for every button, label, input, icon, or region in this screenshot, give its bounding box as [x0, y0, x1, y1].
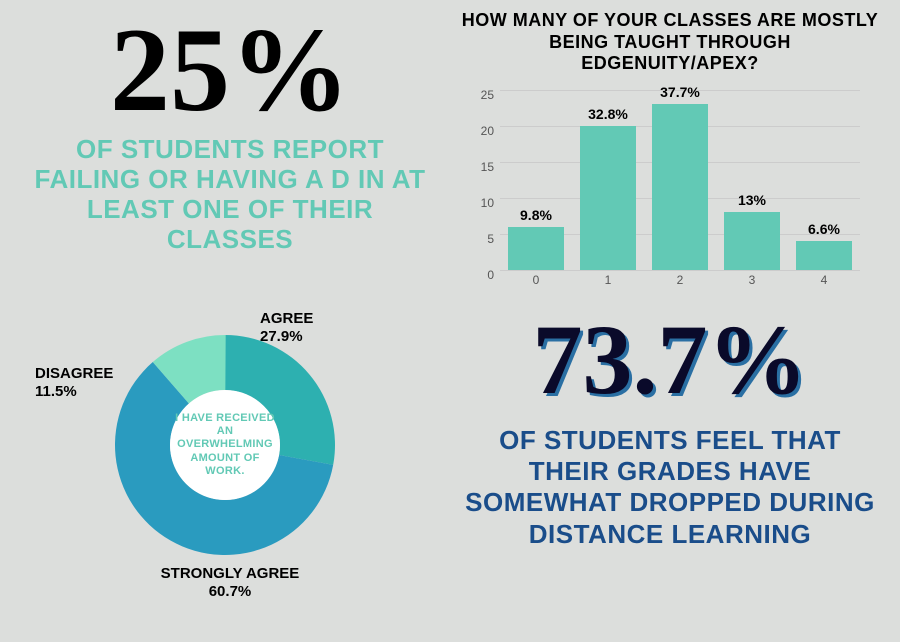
- bar-rect: [580, 126, 636, 270]
- bar-item: 32.8%: [580, 126, 636, 270]
- x-tick: 4: [821, 273, 828, 287]
- bar-value-label: 13%: [724, 192, 780, 208]
- bar-value-label: 9.8%: [508, 207, 564, 223]
- donut-slice-pct: 60.7%: [150, 583, 310, 601]
- bar-chart-section: HOW MANY OF YOUR CLASSES ARE MOSTLY BEIN…: [460, 10, 880, 295]
- stat-failing-number: 25%: [30, 10, 430, 130]
- stat-failing: 25% OF STUDENTS REPORT FAILING OR HAVING…: [30, 10, 430, 255]
- y-tick: 20: [481, 124, 494, 138]
- stat-grades-number: 73.7%: [460, 310, 880, 410]
- y-tick: 10: [481, 196, 494, 210]
- bar-rect: [724, 212, 780, 270]
- donut-slice-label: DISAGREE11.5%: [35, 365, 195, 401]
- donut-slice-label: STRONGLY AGREE60.7%: [150, 565, 310, 601]
- grid-line: [500, 270, 860, 271]
- bar-value-label: 6.6%: [796, 221, 852, 237]
- donut-section: I HAVE RECEIVED AN OVERWHELMING AMOUNT O…: [30, 310, 450, 620]
- bar-rect: [508, 227, 564, 270]
- bar-value-label: 32.8%: [580, 106, 636, 122]
- y-tick: 5: [487, 232, 494, 246]
- bar-chart: 0 5 10 15 20 25 9.8% 32.8% 37.7% 13% 6.6% 0 1 2 3 4: [460, 85, 880, 295]
- donut-center-text: I HAVE RECEIVED AN OVERWHELMING AMOUNT O…: [170, 412, 280, 478]
- x-tick: 3: [749, 273, 756, 287]
- stat-failing-text: OF STUDENTS REPORT FAILING OR HAVING A D…: [30, 135, 430, 255]
- bar-rect: [652, 104, 708, 270]
- bar-chart-x-axis: 0 1 2 3 4: [500, 273, 860, 293]
- bar-chart-y-axis: 0510152025: [460, 90, 498, 270]
- bar-item: 6.6%: [796, 241, 852, 270]
- y-tick: 15: [481, 160, 494, 174]
- donut-slice-name: AGREE: [260, 310, 420, 328]
- y-tick: 25: [481, 88, 494, 102]
- donut-slice-pct: 11.5%: [35, 383, 195, 401]
- x-tick: 1: [605, 273, 612, 287]
- y-tick: 0: [487, 268, 494, 282]
- bar-item: 13%: [724, 212, 780, 270]
- donut-slice-pct: 27.9%: [260, 328, 420, 346]
- bar-value-label: 37.7%: [652, 84, 708, 100]
- donut-slice-name: DISAGREE: [35, 365, 195, 383]
- stat-grades-text: OF STUDENTS FEEL THAT THEIR GRADES HAVE …: [460, 425, 880, 550]
- x-tick: 0: [533, 273, 540, 287]
- bar-item: 9.8%: [508, 227, 564, 270]
- bar-rect: [796, 241, 852, 270]
- donut-slice-label: AGREE27.9%: [260, 310, 420, 346]
- x-tick: 2: [677, 273, 684, 287]
- donut-slice-name: STRONGLY AGREE: [150, 565, 310, 583]
- bar-item: 37.7%: [652, 104, 708, 270]
- stat-grades-dropped: 73.7% OF STUDENTS FEEL THAT THEIR GRADES…: [460, 310, 880, 550]
- bar-chart-title: HOW MANY OF YOUR CLASSES ARE MOSTLY BEIN…: [460, 10, 880, 75]
- bar-chart-plot: 9.8% 32.8% 37.7% 13% 6.6%: [500, 90, 860, 270]
